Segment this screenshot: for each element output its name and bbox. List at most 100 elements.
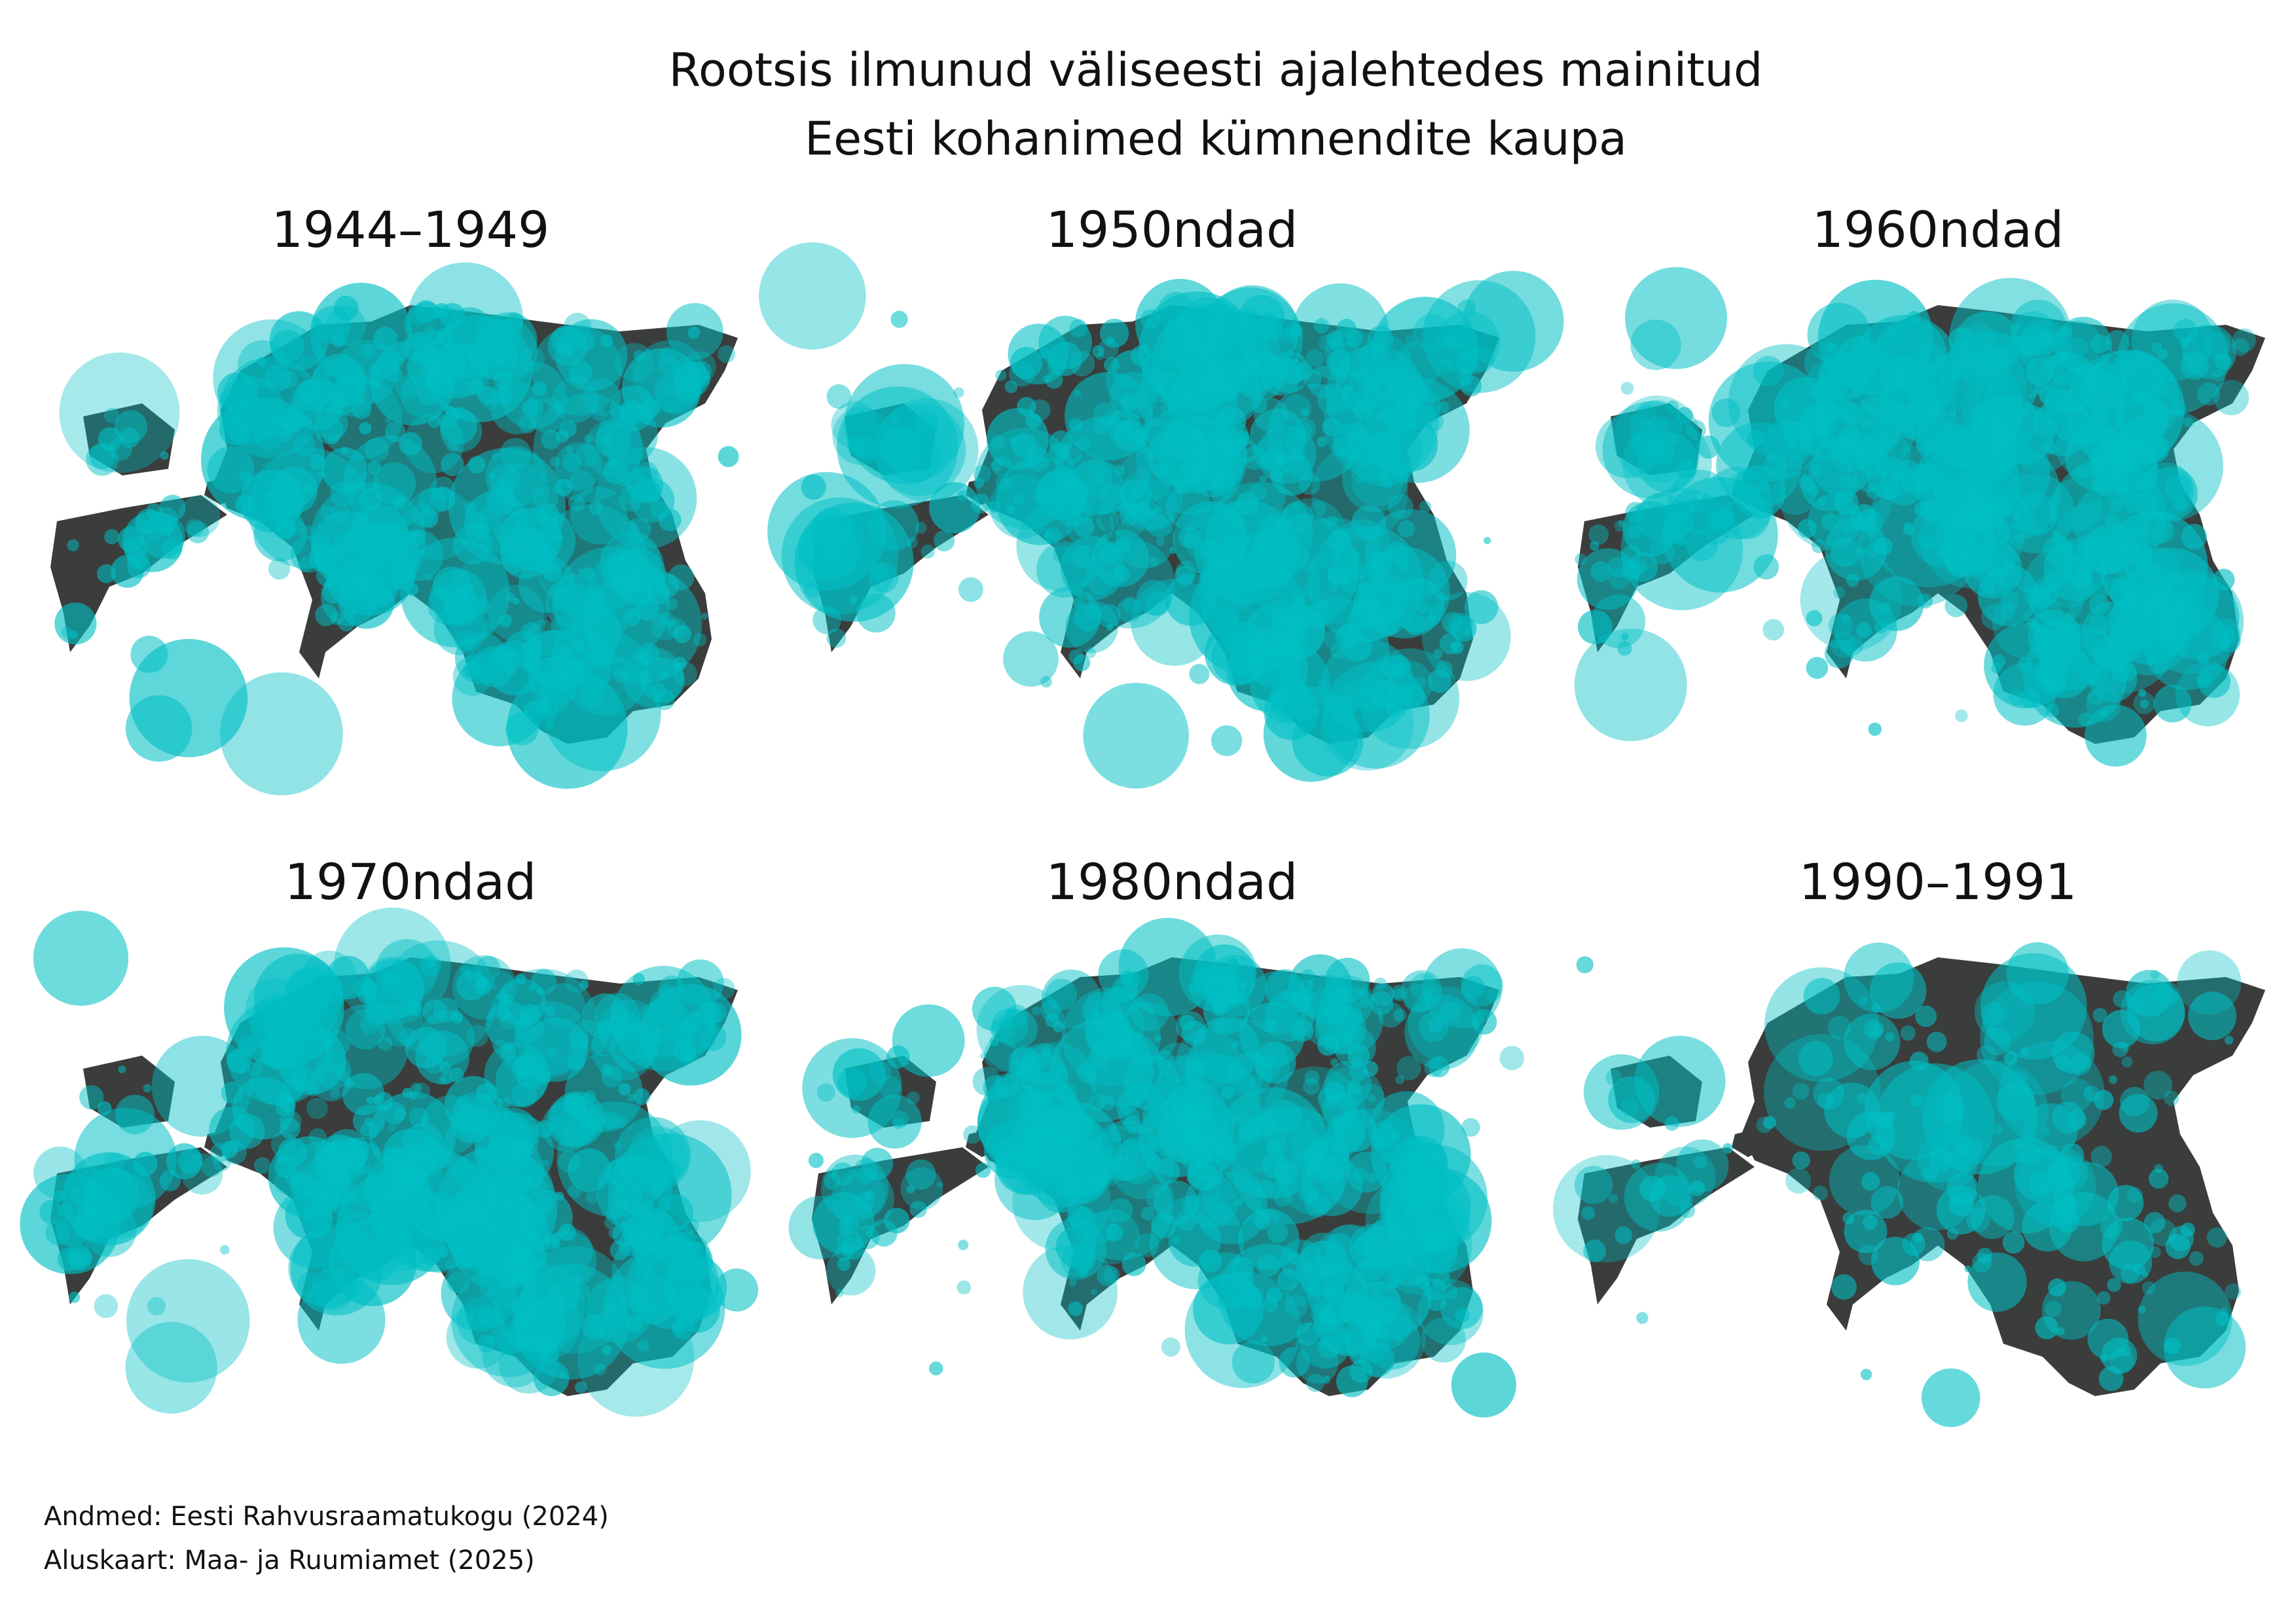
place-bubble <box>1112 1156 1137 1181</box>
place-bubble <box>1045 371 1063 389</box>
place-bubble <box>1427 669 1451 693</box>
place-bubble <box>1966 1208 1990 1232</box>
place-bubble <box>1144 590 1171 616</box>
place-bubble <box>2000 450 2020 469</box>
place-bubble <box>1351 392 1361 403</box>
place-bubble <box>369 1148 494 1272</box>
place-bubble <box>484 397 498 411</box>
place-bubble <box>1108 1198 1133 1223</box>
place-bubble <box>367 366 378 377</box>
place-bubble <box>466 1024 489 1047</box>
place-bubble <box>1040 999 1061 1020</box>
place-bubble <box>585 1190 598 1204</box>
place-bubble <box>1553 1154 1660 1263</box>
place-bubble <box>566 445 574 454</box>
place-bubble <box>547 326 588 366</box>
place-bubble <box>365 1003 389 1026</box>
place-bubble <box>395 375 420 400</box>
place-bubble <box>1837 506 1864 533</box>
place-bubble <box>1844 1013 1901 1071</box>
place-bubble <box>2164 1337 2181 1354</box>
place-bubble <box>844 363 964 485</box>
place-bubble <box>963 1125 982 1144</box>
place-bubble <box>436 405 459 428</box>
place-bubble <box>1306 349 1324 367</box>
place-bubble <box>826 384 852 409</box>
place-bubble <box>602 435 611 445</box>
place-bubble <box>104 1152 125 1173</box>
place-bubble <box>1003 631 1059 687</box>
place-bubble <box>1254 397 1288 432</box>
place-bubble <box>564 1054 643 1132</box>
place-bubble <box>2126 984 2185 1042</box>
place-bubble <box>1856 622 1872 638</box>
place-bubble <box>936 1181 943 1189</box>
place-bubble <box>1583 1239 1606 1263</box>
place-bubble <box>526 629 587 690</box>
place-bubble <box>673 625 692 643</box>
place-bubble <box>1841 403 1865 426</box>
place-bubble <box>2202 331 2231 360</box>
place-bubble <box>2006 942 2069 1005</box>
place-bubble <box>338 572 395 629</box>
place-bubble <box>979 1052 987 1060</box>
place-bubble <box>610 1024 658 1072</box>
place-bubble <box>418 383 441 406</box>
place-bubble <box>1176 1210 1197 1231</box>
place-bubble <box>1394 384 1441 430</box>
place-bubble <box>359 422 372 435</box>
place-bubble <box>2151 342 2162 354</box>
place-bubble <box>551 325 581 355</box>
place-bubble <box>2054 316 2113 375</box>
place-bubble <box>1590 561 1612 582</box>
place-bubble <box>373 327 397 351</box>
place-bubble <box>1723 493 1770 540</box>
place-bubble <box>1275 1158 1286 1169</box>
place-bubble <box>794 502 914 622</box>
place-bubble <box>1216 434 1242 460</box>
place-bubble <box>2093 1090 2114 1111</box>
place-bubble <box>1764 1034 1881 1151</box>
place-bubble <box>684 351 716 383</box>
place-bubble <box>136 508 162 534</box>
place-bubble <box>659 346 677 365</box>
place-bubble <box>915 521 927 534</box>
place-bubble <box>490 381 543 435</box>
place-bubble <box>68 630 78 640</box>
place-bubble <box>634 461 659 486</box>
place-bubble <box>487 1336 495 1344</box>
place-bubble <box>1049 430 1073 454</box>
place-bubble <box>1421 591 1511 681</box>
place-bubble <box>545 574 606 634</box>
place-bubble <box>612 1181 643 1211</box>
place-bubble <box>934 530 955 551</box>
place-bubble <box>1753 554 1779 580</box>
place-bubble <box>1878 602 1892 616</box>
place-bubble <box>280 370 299 388</box>
place-bubble <box>1122 597 1139 614</box>
place-bubble <box>250 414 260 424</box>
place-bubble <box>1666 526 1684 545</box>
place-bubble <box>1614 1226 1633 1244</box>
place-bubble <box>219 415 250 446</box>
place-bubble <box>59 352 180 473</box>
place-bubble <box>439 1061 452 1074</box>
place-bubble <box>1118 917 1217 1016</box>
place-bubble <box>446 307 493 354</box>
place-bubble <box>605 1158 635 1188</box>
place-bubble <box>239 470 252 483</box>
place-bubble <box>699 1024 727 1052</box>
place-bubble <box>1039 587 1101 648</box>
place-bubble <box>1341 384 1353 397</box>
place-bubble <box>633 1088 651 1105</box>
place-bubble <box>2090 1145 2112 1168</box>
place-bubble <box>1279 1346 1310 1378</box>
place-bubble <box>1400 684 1425 709</box>
place-bubble <box>619 399 645 426</box>
map <box>1553 942 2265 1428</box>
place-bubble <box>575 1381 587 1393</box>
place-bubble <box>1451 1352 1516 1418</box>
place-bubble <box>621 485 640 505</box>
place-bubble <box>522 399 539 417</box>
